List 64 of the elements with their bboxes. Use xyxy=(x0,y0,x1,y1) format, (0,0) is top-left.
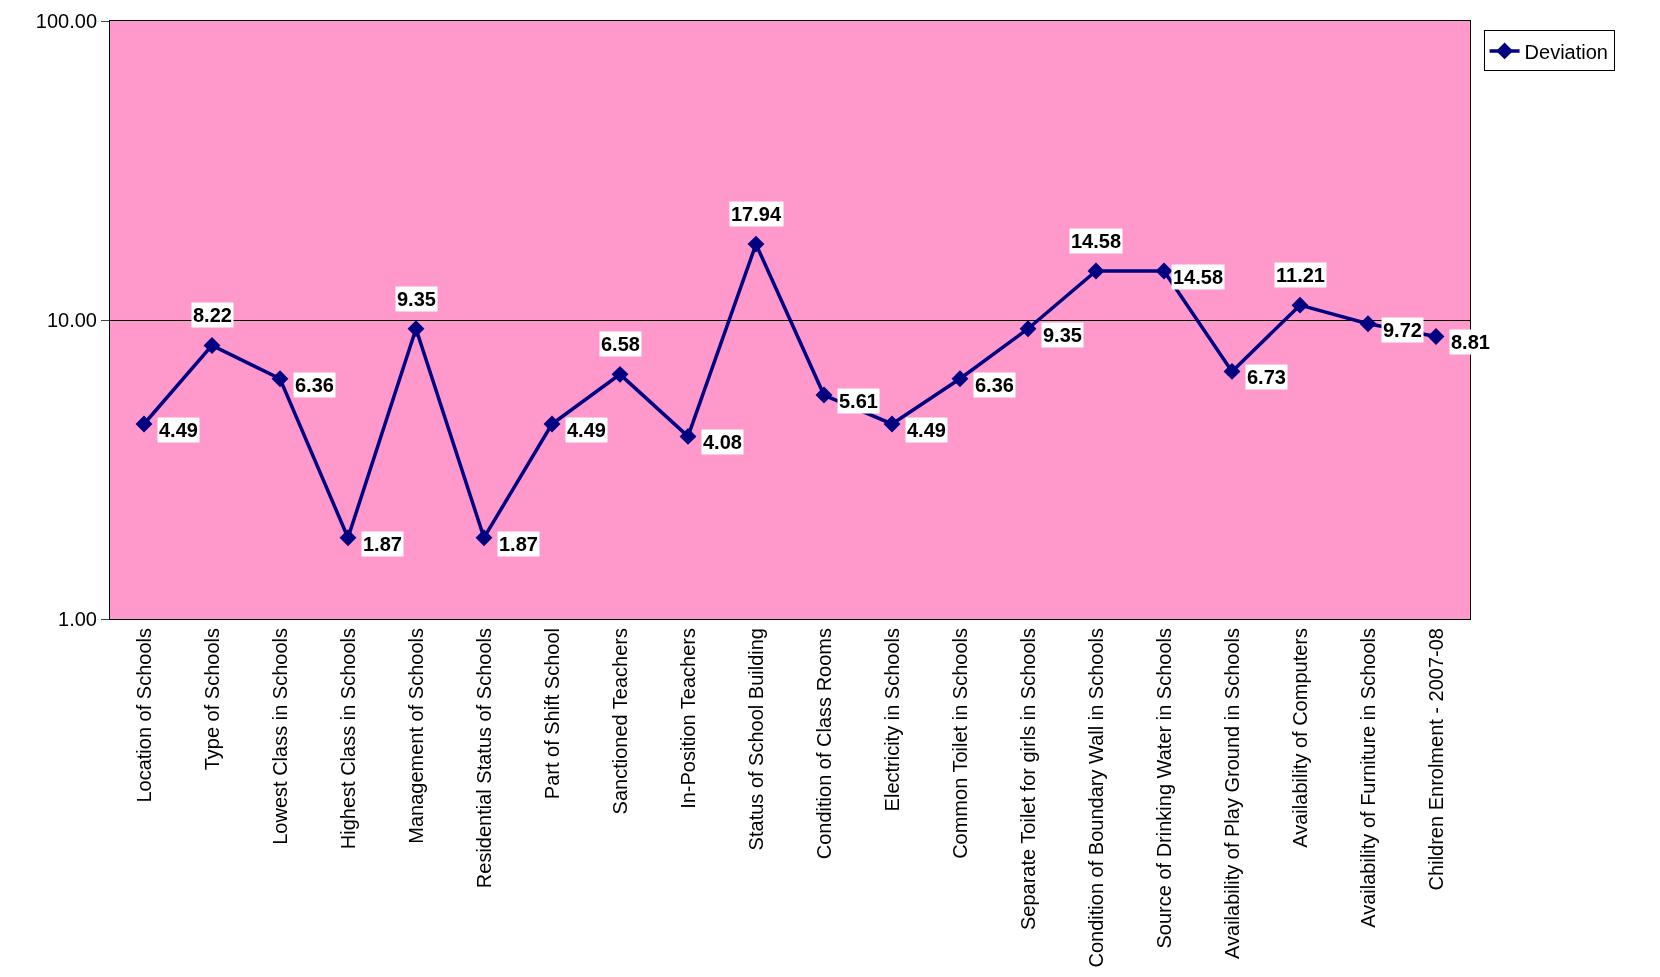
data-label: 17.94 xyxy=(731,203,782,225)
point xyxy=(1155,262,1173,280)
x-tick-label: Source of Drinking Water in Schools xyxy=(1152,628,1175,949)
data-label: 4.49 xyxy=(159,419,198,441)
legend-label: Deviation xyxy=(1524,40,1608,63)
point xyxy=(407,320,425,338)
x-tick-label: Common Toilet in Schools xyxy=(948,628,971,859)
point xyxy=(1427,328,1445,345)
point xyxy=(203,337,221,354)
point xyxy=(475,529,493,547)
data-label: 9.35 xyxy=(397,288,436,310)
data-label: 6.58 xyxy=(601,333,640,355)
y-tick-label: 1.00 xyxy=(58,608,97,630)
point xyxy=(339,529,357,547)
point xyxy=(1359,315,1377,333)
x-tick-label: Lowest Class in Schools xyxy=(268,628,291,845)
point xyxy=(747,235,765,253)
x-tick-label: Residential Status of Schools xyxy=(472,628,495,889)
data-label: 5.61 xyxy=(839,390,878,412)
data-label: 11.21 xyxy=(1276,264,1325,286)
point xyxy=(679,427,697,445)
data-label: 4.49 xyxy=(567,419,606,441)
x-tick-label: Separate Toilet for girls in Schools xyxy=(1016,628,1039,931)
data-label: 4.08 xyxy=(703,431,742,453)
point xyxy=(951,370,969,388)
data-label: 14.58 xyxy=(1071,230,1122,252)
x-tick-label: Availability of Computers xyxy=(1288,628,1311,848)
y-tick-label: 10.00 xyxy=(46,309,97,331)
x-tick-label: Condition of Class Rooms xyxy=(812,628,835,860)
point xyxy=(611,365,629,383)
data-label: 8.81 xyxy=(1451,331,1490,353)
x-tick-label: Electricity in Schools xyxy=(880,628,903,812)
point xyxy=(1087,262,1105,280)
point xyxy=(1291,296,1309,314)
data-label: 6.73 xyxy=(1247,366,1286,388)
x-tick-label: Children Enrolment - 2007-08 xyxy=(1424,628,1447,891)
x-tick-label: Sanctioned Teachers xyxy=(608,628,631,815)
point xyxy=(543,415,561,433)
x-tick-label: Type of Schools xyxy=(200,628,223,771)
point xyxy=(135,415,153,433)
point xyxy=(883,415,901,433)
y-tick-label: 100.00 xyxy=(35,10,97,32)
x-tick-label: Highest Class in Schools xyxy=(336,628,359,850)
x-tick-label: Availability of Furniture in Schools xyxy=(1356,628,1379,928)
point xyxy=(271,370,289,388)
point xyxy=(815,386,833,404)
data-label: 14.58 xyxy=(1173,266,1224,288)
data-label: 4.49 xyxy=(907,419,946,441)
data-label: 6.36 xyxy=(975,374,1014,396)
x-tick-label: Condition of Boundary Wall in Schools xyxy=(1084,628,1107,968)
point xyxy=(1223,362,1241,380)
data-label: 1.87 xyxy=(499,533,538,555)
data-label: 9.72 xyxy=(1383,319,1422,341)
x-tick-label: Status of School Building xyxy=(744,628,767,851)
data-label: 6.36 xyxy=(295,374,334,396)
x-tick-label: Part of Shift School xyxy=(540,628,563,800)
data-label: 9.35 xyxy=(1043,324,1082,346)
x-tick-label: In-Position Teachers xyxy=(676,628,699,809)
data-label: 1.87 xyxy=(363,533,402,555)
x-tick-label: Availability of Play Ground in Schools xyxy=(1220,628,1243,959)
point xyxy=(1019,320,1037,338)
x-tick-label: Location of Schools xyxy=(132,628,155,803)
data-label: 8.22 xyxy=(193,304,232,326)
x-tick-label: Management of Schools xyxy=(404,628,427,844)
